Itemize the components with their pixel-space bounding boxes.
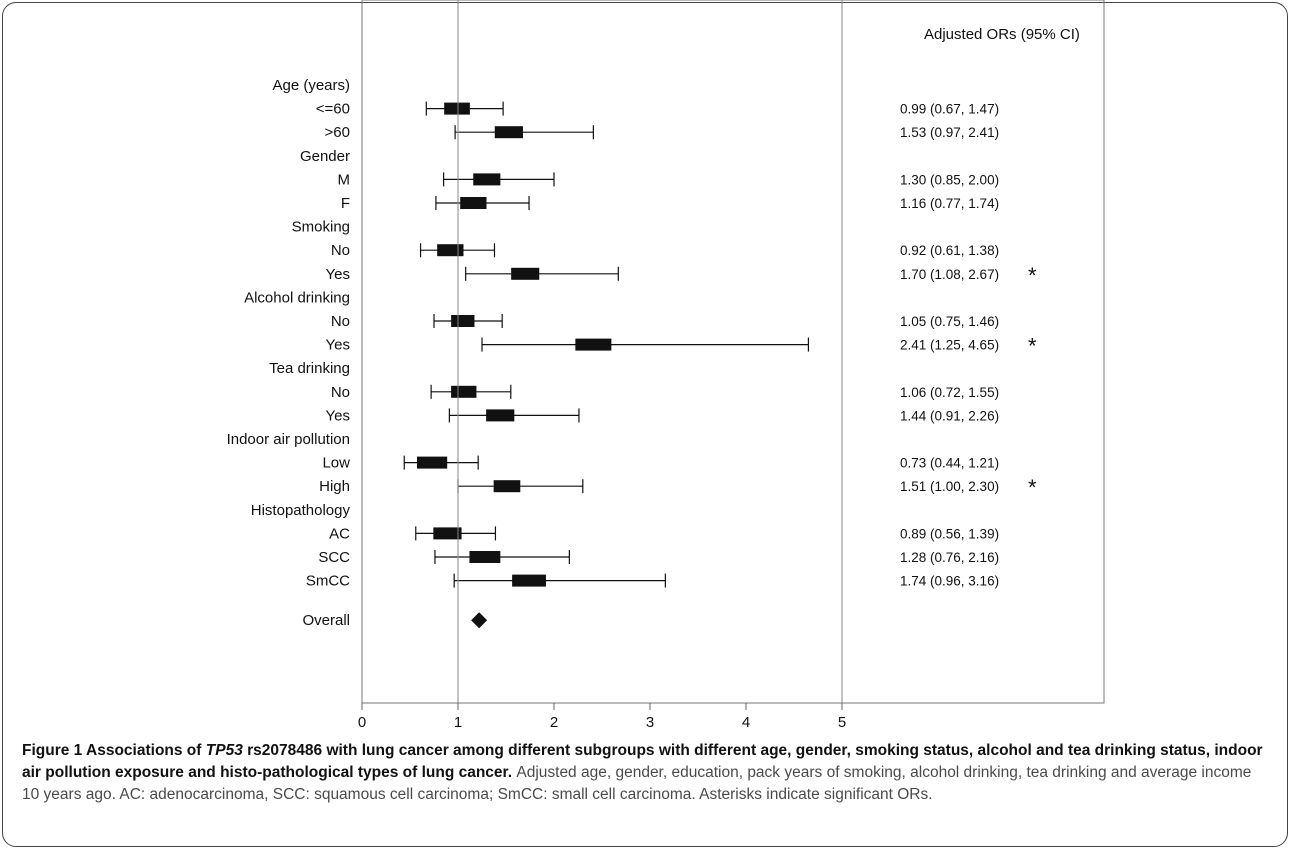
or-value-text: 1.30 (0.85, 2.00) xyxy=(900,172,999,187)
figure-caption: Figure 1 Associations of TP53 rs2078486 … xyxy=(22,740,1272,806)
or-value-text: 1.05 (0.75, 1.46) xyxy=(900,314,999,329)
or-value-text: 1.44 (0.91, 2.26) xyxy=(900,408,999,423)
gene-name: TP53 xyxy=(205,742,243,759)
or-value-text: 1.06 (0.72, 1.55) xyxy=(900,385,999,400)
or-value-text: 1.70 (1.08, 2.67) xyxy=(900,267,999,282)
group-label: Tea drinking xyxy=(269,360,350,377)
or-point-box xyxy=(511,267,540,280)
row-label: F xyxy=(341,195,350,212)
row-label: <=60 xyxy=(316,101,350,118)
row-label: >60 xyxy=(325,124,350,141)
or-point-box xyxy=(451,315,475,327)
row-label: Yes xyxy=(326,337,350,354)
row-label: No xyxy=(331,313,350,330)
or-value-text: 0.92 (0.61, 1.38) xyxy=(900,243,999,258)
x-tick-label: 4 xyxy=(742,714,750,731)
row-label: No xyxy=(331,242,350,259)
title-prefix: Associations of xyxy=(86,742,202,759)
group-label: Age (years) xyxy=(272,77,350,94)
row-label: SCC xyxy=(318,549,350,566)
title-rest: rs2078486 with lung cancer among differe… xyxy=(22,742,1263,781)
figure-label: Figure 1 xyxy=(22,742,83,759)
or-point-box xyxy=(416,456,448,469)
group-label: Histopathology xyxy=(251,502,351,519)
or-value-text: 1.53 (0.97, 2.41) xyxy=(900,125,999,140)
x-tick-label: 5 xyxy=(838,714,846,731)
group-label: Alcohol drinking xyxy=(244,289,350,306)
forest-plot: Adjusted ORs (95% CI) Age (years) <=60 0.9… xyxy=(227,0,1105,731)
column-header: Adjusted ORs (95% CI) xyxy=(924,26,1080,43)
or-value-text: 0.99 (0.67, 1.47) xyxy=(900,102,999,117)
or-point-box xyxy=(493,480,521,493)
x-tick-label: 1 xyxy=(454,714,462,731)
or-value-text: 0.89 (0.56, 1.39) xyxy=(900,526,999,541)
overall-diamond xyxy=(471,612,488,629)
or-point-box xyxy=(469,551,501,563)
or-point-box xyxy=(460,197,487,209)
or-point-box xyxy=(433,527,462,540)
or-value-text: 0.73 (0.44, 1.21) xyxy=(900,456,999,471)
plot-area xyxy=(361,0,1105,704)
significance-asterisk: * xyxy=(1028,334,1037,359)
or-value-text: 1.51 (1.00, 2.30) xyxy=(900,479,999,494)
significance-asterisk: * xyxy=(1028,263,1037,288)
x-tick-label: 0 xyxy=(358,714,366,731)
row-label: Yes xyxy=(326,266,350,283)
or-value-text: 1.16 (0.77, 1.74) xyxy=(900,196,999,211)
row-label: SmCC xyxy=(306,573,350,590)
row-label: High xyxy=(319,478,350,495)
or-point-box xyxy=(486,409,515,422)
significance-asterisk: * xyxy=(1028,475,1037,500)
caption-description: Adjusted age, gender, education, pack ye… xyxy=(22,764,1252,803)
or-point-box xyxy=(512,574,546,587)
or-value-text: 2.41 (1.25, 4.65) xyxy=(900,338,999,353)
row-label: Yes xyxy=(326,407,350,424)
row-label: M xyxy=(338,171,351,188)
or-point-box xyxy=(437,244,464,257)
or-value-text: 1.74 (0.96, 3.16) xyxy=(900,574,999,589)
or-point-box xyxy=(473,173,501,186)
row-label: Overall xyxy=(302,612,350,629)
or-point-box xyxy=(444,102,470,115)
row-label: Low xyxy=(322,455,350,472)
group-label: Smoking xyxy=(292,219,350,236)
or-value-text: 1.28 (0.76, 2.16) xyxy=(900,550,999,565)
row-label: AC xyxy=(329,525,350,542)
group-label: Indoor air pollution xyxy=(227,431,350,448)
row-label: No xyxy=(331,384,350,401)
or-point-box xyxy=(494,126,523,139)
group-label: Gender xyxy=(300,148,350,165)
or-point-box xyxy=(575,338,612,351)
or-point-box xyxy=(451,385,477,398)
caption-title: Figure 1 Associations of TP53 rs2078486 … xyxy=(22,742,1263,781)
x-tick-label: 3 xyxy=(646,714,654,731)
x-tick-label: 2 xyxy=(550,714,558,731)
